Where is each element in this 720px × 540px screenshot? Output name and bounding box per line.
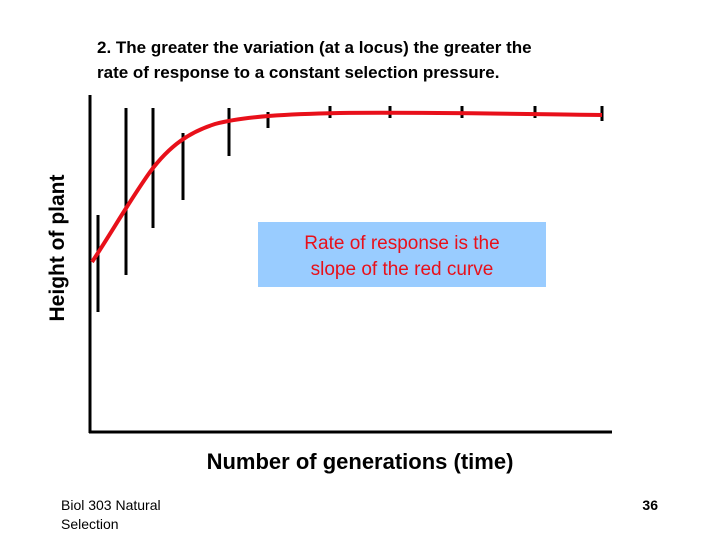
title-line: rate of response to a constant selection…	[97, 63, 499, 82]
footer-source: Biol 303 Natural	[61, 497, 161, 513]
response-curve	[90, 110, 603, 264]
callout-box	[258, 222, 546, 287]
footer-source: Selection	[61, 516, 119, 532]
y-axis-label: Height of plant	[46, 175, 69, 322]
x-axis-label: Number of generations (time)	[207, 449, 514, 474]
page-number: 36	[642, 497, 658, 513]
title-line: 2. The greater the variation (at a locus…	[97, 38, 532, 57]
callout-text: Rate of response is the	[304, 233, 499, 254]
callout-text: slope of the red curve	[311, 259, 494, 280]
axes	[88, 95, 612, 434]
